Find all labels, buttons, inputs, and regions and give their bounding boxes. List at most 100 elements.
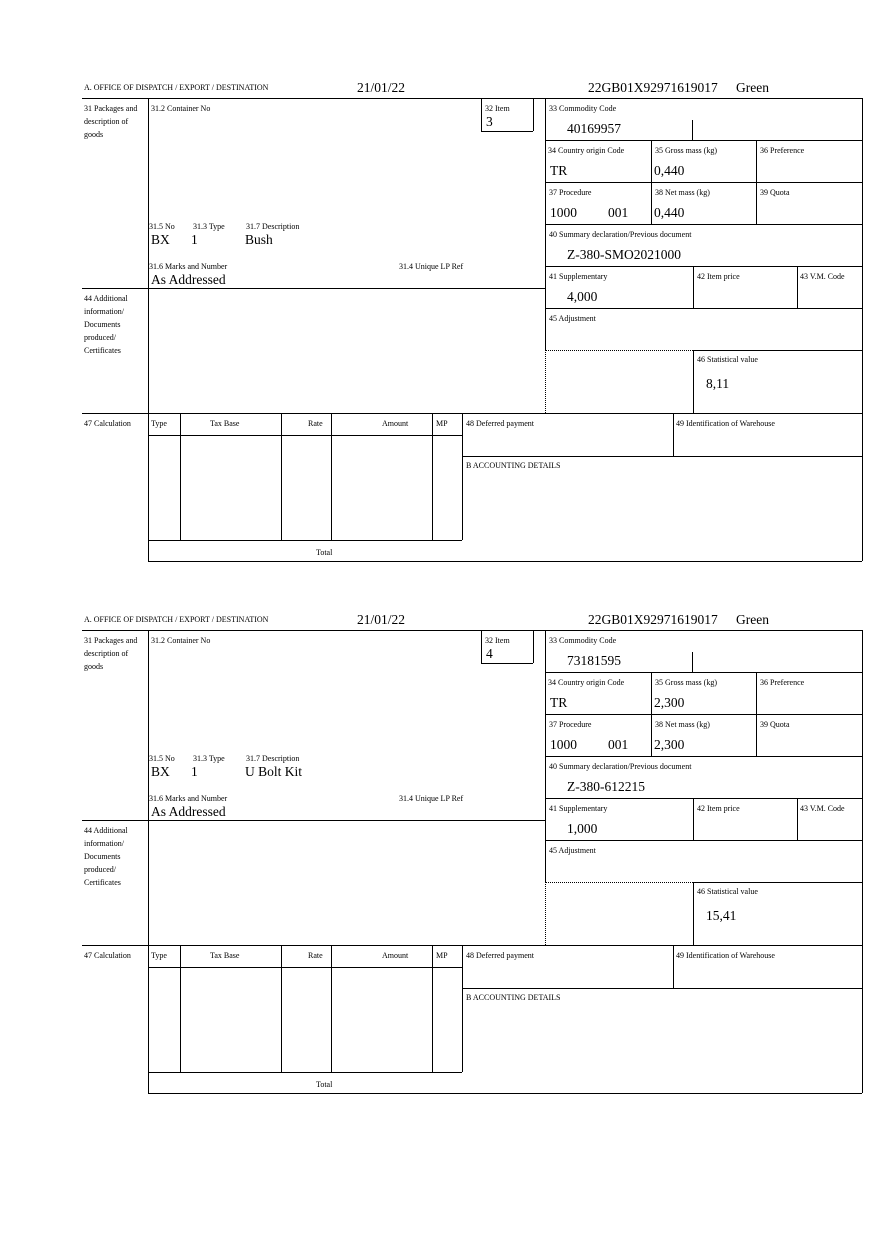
form-rule: [693, 350, 862, 351]
form-rule: [331, 945, 332, 1072]
calc-type-header: Type: [151, 419, 167, 428]
summary-value: Z-380-612215: [567, 779, 645, 794]
form-rule: [331, 413, 332, 540]
statistical-label: 46 Statistical value: [697, 887, 758, 896]
form-rule: [148, 540, 462, 541]
calculation-label: 47 Calculation: [84, 419, 131, 428]
item-value: 3: [486, 114, 493, 129]
procedure-label: 37 Procedure: [549, 720, 592, 729]
preference-label: 36 Preference: [760, 678, 805, 687]
form-rule: [281, 945, 282, 1072]
adjustment-label: 45 Adjustment: [549, 846, 596, 855]
calc-mp-header: MP: [436, 419, 448, 428]
warehouse-label: 49 Identification of Warehouse: [676, 419, 775, 428]
form-rule: [545, 350, 546, 413]
net-label: 38 Net mass (kg): [655, 188, 710, 197]
form-rule: [481, 98, 482, 131]
form-rule: [462, 413, 463, 540]
calc-amount-header: Amount: [382, 419, 409, 428]
accounting-label: B ACCOUNTING DETAILS: [466, 993, 561, 1002]
gross-label: 35 Gross mass (kg): [655, 146, 717, 155]
form-rule: [545, 266, 862, 267]
form-rule: [281, 413, 282, 540]
summary-label: 40 Summary declaration/Previous document: [549, 230, 692, 239]
preference-label: 36 Preference: [760, 146, 805, 155]
form-rule: [82, 98, 862, 99]
gross-value: 2,300: [654, 695, 685, 710]
country-value: TR: [550, 163, 568, 178]
item-value: 4: [486, 646, 493, 661]
form-rule: [545, 224, 862, 225]
form-rule: [82, 820, 545, 821]
calc-rate-header: Rate: [308, 419, 323, 428]
form-rule: [756, 672, 757, 756]
declaration-item-form: A. OFFICE OF DISPATCH / EXPORT / DESTINA…: [0, 80, 882, 580]
total-label: Total: [316, 1080, 333, 1089]
office-label: A. OFFICE OF DISPATCH / EXPORT / DESTINA…: [84, 615, 269, 624]
quota-label: 39 Quota: [760, 720, 790, 729]
no-label: 31.5 No: [149, 754, 175, 763]
item-price-label: 42 Item price: [697, 272, 740, 281]
warehouse-label: 49 Identification of Warehouse: [676, 951, 775, 960]
marks-label: 31.6 Marks and Number: [149, 262, 228, 271]
calculation-label: 47 Calculation: [84, 951, 131, 960]
form-rule: [545, 756, 862, 757]
procedure-label: 37 Procedure: [549, 188, 592, 197]
quota-label: 39 Quota: [760, 188, 790, 197]
supplementary-label: 41 Supplementary: [549, 804, 608, 813]
country-value: TR: [550, 695, 568, 710]
form-rule: [692, 120, 693, 140]
no-value: BX: [151, 764, 170, 779]
commodity-label: 33 Commodity Code: [549, 104, 617, 113]
form-rule: [693, 350, 694, 413]
marks-value: As Addressed: [151, 272, 226, 287]
reference-value: 22GB01X92971619017: [588, 612, 718, 627]
summary-value: Z-380-SMO2021000: [567, 247, 681, 262]
form-rule: [148, 1072, 462, 1073]
unique-ref-label: 31.4 Unique LP Ref: [399, 794, 464, 803]
form-rule: [673, 945, 674, 988]
no-value: BX: [151, 232, 170, 247]
form-rule: [693, 882, 694, 945]
form-rule: [545, 350, 693, 351]
no-label: 31.5 No: [149, 222, 175, 231]
form-rule: [82, 413, 862, 414]
form-rule: [82, 945, 862, 946]
form-rule: [180, 945, 181, 1072]
additional-label: 44 Additional information/ Documents pro…: [84, 294, 128, 355]
form-rule: [693, 266, 694, 308]
form-rule: [545, 798, 862, 799]
calc-amount-header: Amount: [382, 951, 409, 960]
gross-label: 35 Gross mass (kg): [655, 678, 717, 687]
form-rule: [148, 435, 462, 436]
form-rule: [545, 882, 546, 945]
form-rule: [533, 98, 534, 131]
form-rule: [533, 630, 534, 663]
description-value: Bush: [245, 232, 273, 247]
form-rule: [651, 672, 652, 756]
calc-mp-header: MP: [436, 951, 448, 960]
country-label: 34 Country origin Code: [548, 146, 625, 155]
procedure-value: 1000: [550, 205, 577, 220]
statistical-label: 46 Statistical value: [697, 355, 758, 364]
container-label: 31.2 Container No: [151, 636, 211, 645]
form-rule: [673, 413, 674, 456]
item-label: 32 Item: [485, 636, 510, 645]
form-rule: [462, 945, 463, 1072]
type-value: 1: [191, 764, 198, 779]
form-rule: [148, 630, 149, 1093]
form-rule: [756, 140, 757, 224]
item-price-label: 42 Item price: [697, 804, 740, 813]
statistical-value: 15,41: [706, 908, 737, 923]
calc-tax-base-header: Tax Base: [210, 951, 240, 960]
calc-rate-header: Rate: [308, 951, 323, 960]
form-rule: [148, 561, 862, 562]
date-value: 21/01/22: [357, 80, 406, 95]
container-label: 31.2 Container No: [151, 104, 211, 113]
form-rule: [432, 413, 433, 540]
date-value: 21/01/22: [357, 612, 406, 627]
form-rule: [148, 967, 462, 968]
procedure-extra-value: 001: [608, 205, 629, 220]
form-rule: [693, 882, 862, 883]
vm-code-label: 43 V.M. Code: [800, 804, 845, 813]
